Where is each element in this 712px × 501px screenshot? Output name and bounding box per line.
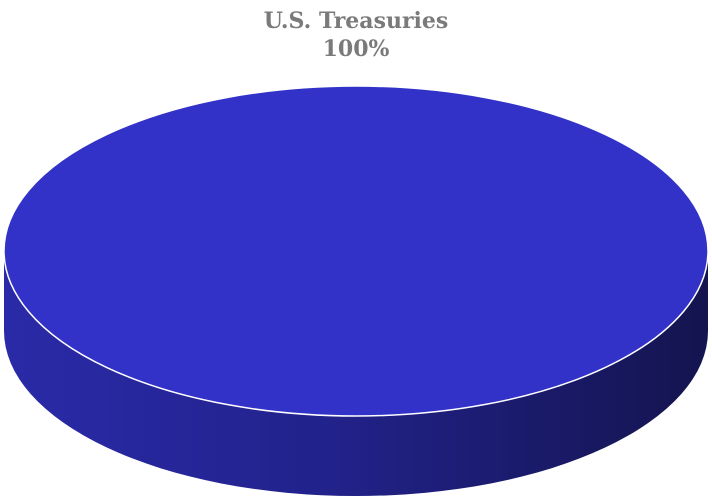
- pie-slice-top: [3, 85, 709, 417]
- pie-slice-side: [4, 251, 708, 496]
- slice-label-value: 100%: [323, 36, 390, 62]
- slice-label-name: U.S. Treasuries: [264, 8, 449, 34]
